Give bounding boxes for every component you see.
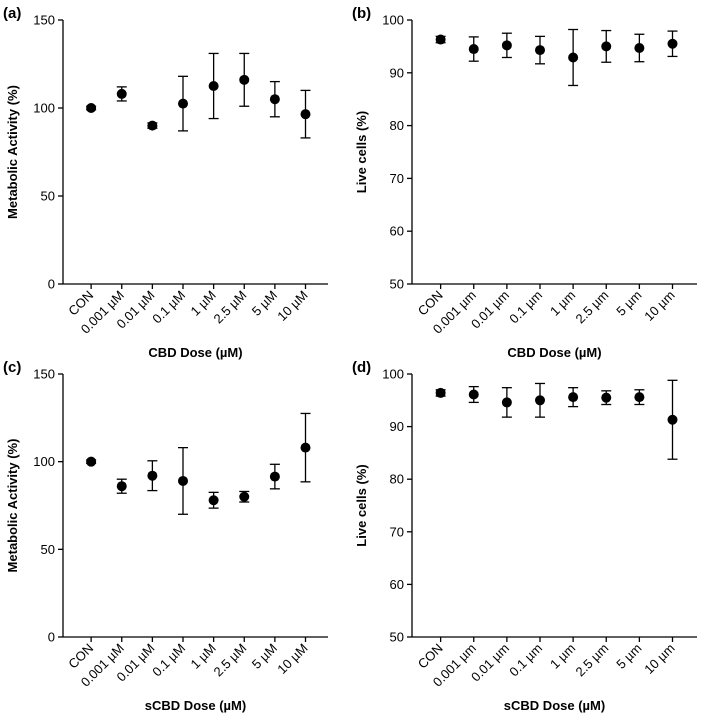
y-tick-label: 0: [48, 277, 55, 292]
data-point: [178, 98, 188, 109]
y-axis-title: Live cells (%): [354, 111, 369, 193]
y-tick-label: 100: [382, 13, 404, 28]
x-tick-label: 10 µM: [274, 288, 310, 324]
y-tick-label: 70: [390, 171, 404, 186]
x-tick-label: 5 µm: [613, 641, 644, 672]
data-point: [86, 103, 97, 113]
data-point: [239, 74, 250, 85]
data-point: [269, 94, 280, 105]
y-tick-label: 60: [390, 577, 404, 592]
y-tick-label: 150: [33, 367, 55, 382]
y-tick-label: 50: [41, 189, 55, 204]
x-tick-label: 2.5 µM: [210, 288, 249, 327]
panel-label: (d): [352, 359, 371, 376]
x-tick-label: 5 µm: [613, 288, 644, 319]
data-point: [468, 389, 479, 400]
data-point: [116, 88, 127, 99]
data-point: [300, 109, 311, 120]
x-tick-label: 2.5 µM: [210, 641, 249, 680]
data-point: [300, 442, 311, 453]
data-point: [501, 397, 512, 408]
y-axis-title: Metabolic Activity (%): [5, 85, 20, 219]
y-tick-label: 90: [390, 419, 404, 434]
y-axis-title: Live cells (%): [354, 464, 369, 546]
data-point: [634, 42, 645, 53]
data-point: [634, 392, 645, 403]
x-tick-label: 10 µM: [274, 641, 310, 677]
data-point: [147, 120, 158, 131]
data-point: [601, 41, 612, 52]
data-point: [568, 52, 579, 63]
y-tick-label: 90: [390, 65, 404, 80]
x-tick-label: 0.1 µM: [149, 288, 188, 327]
x-axis-title: sCBD Dose (µM): [145, 698, 246, 713]
data-point: [435, 34, 446, 45]
x-axis-title: CBD Dose (µM): [148, 345, 242, 360]
x-axis-title: CBD Dose (µM): [507, 345, 601, 360]
data-point: [568, 392, 579, 403]
y-tick-label: 150: [33, 13, 55, 28]
data-point: [239, 491, 250, 502]
panel-label: (b): [352, 5, 371, 22]
y-tick-label: 50: [390, 630, 404, 645]
data-point: [535, 395, 545, 406]
y-tick-label: 0: [48, 630, 55, 645]
y-tick-label: 50: [390, 277, 404, 292]
y-tick-label: 50: [41, 542, 55, 557]
data-point: [208, 81, 219, 91]
y-tick-label: 80: [390, 118, 404, 133]
x-tick-label: 0.1 µM: [149, 641, 188, 680]
x-axis-title: sCBD Dose (µM): [504, 698, 605, 713]
y-tick-label: 70: [390, 524, 404, 539]
data-point: [501, 40, 512, 51]
y-tick-label: 60: [390, 224, 404, 239]
panel-label: (a): [3, 5, 21, 22]
data-point: [667, 414, 678, 425]
y-tick-label: 80: [390, 472, 404, 487]
data-point: [269, 471, 280, 482]
x-tick-label: 10 µm: [641, 288, 677, 324]
data-point: [535, 45, 545, 56]
x-tick-label: 0.1 µm: [506, 288, 545, 327]
y-tick-label: 100: [382, 367, 404, 382]
x-tick-label: 0.1 µm: [506, 641, 545, 680]
x-tick-label: 2.5 µm: [572, 288, 611, 327]
data-point: [435, 387, 446, 398]
panel-label: (c): [3, 359, 21, 376]
x-tick-label: 10 µm: [641, 641, 677, 677]
data-point: [116, 481, 127, 492]
x-tick-label: 2.5 µm: [572, 641, 611, 680]
y-tick-label: 100: [33, 454, 55, 469]
y-tick-label: 100: [33, 101, 55, 116]
data-point: [147, 470, 158, 481]
data-point: [178, 475, 188, 486]
data-point: [208, 495, 219, 506]
data-point: [86, 456, 97, 467]
data-point: [601, 392, 612, 403]
data-point: [667, 38, 678, 49]
y-axis-title: Metabolic Activity (%): [5, 439, 20, 573]
data-point: [468, 44, 479, 55]
